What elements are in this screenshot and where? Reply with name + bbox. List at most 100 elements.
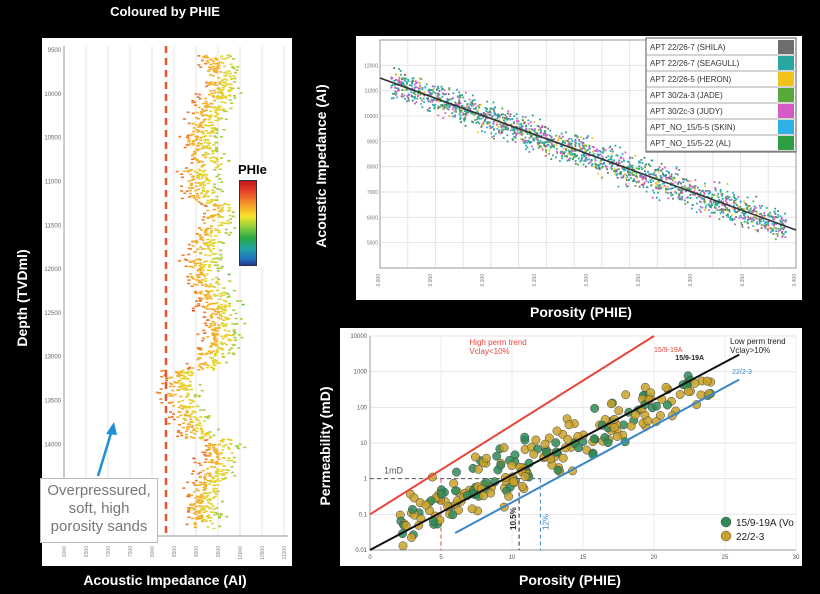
data-point (542, 132, 545, 135)
data-point (643, 181, 646, 184)
data-point (205, 191, 209, 193)
data-point (206, 132, 210, 135)
data-point (211, 334, 215, 336)
data-point (468, 110, 471, 113)
data-point (192, 416, 196, 418)
data-point (532, 139, 535, 142)
data-point (580, 141, 583, 143)
data-point (210, 216, 214, 219)
data-point (232, 309, 236, 312)
data-point (446, 98, 449, 100)
data-point (407, 80, 410, 83)
data-point (614, 406, 624, 416)
well-label: 22/2-3 (732, 369, 752, 376)
data-point (526, 133, 529, 135)
data-point (224, 110, 228, 113)
data-point (216, 87, 220, 90)
data-point (198, 268, 202, 270)
data-point (206, 308, 210, 310)
data-point (184, 396, 188, 398)
data-point (513, 128, 516, 130)
data-point (197, 117, 201, 120)
data-point (518, 123, 521, 126)
data-point (591, 163, 594, 166)
data-point (413, 88, 416, 91)
data-point (441, 88, 443, 91)
data-point (503, 128, 505, 131)
data-point (197, 200, 201, 203)
data-point (529, 132, 531, 135)
data-point (209, 225, 213, 227)
data-point (677, 183, 679, 185)
y-tick-label: 10 (360, 441, 367, 447)
data-point (220, 91, 223, 94)
data-point (182, 170, 186, 173)
data-point (442, 108, 444, 111)
data-point (510, 123, 513, 126)
data-point (621, 153, 624, 155)
data-point (758, 213, 761, 215)
data-point (525, 131, 528, 134)
data-point (758, 204, 761, 207)
data-point (482, 116, 484, 119)
data-point (237, 347, 241, 349)
data-point (221, 94, 225, 97)
data-point (616, 168, 618, 171)
data-point (429, 89, 432, 92)
data-point (421, 500, 431, 510)
data-point (658, 170, 660, 173)
data-point (218, 92, 222, 94)
data-point (515, 119, 518, 122)
data-point (214, 512, 218, 514)
data-point (213, 491, 217, 494)
data-point (474, 103, 477, 105)
data-point (200, 271, 204, 273)
data-point (478, 117, 481, 120)
data-point (563, 152, 566, 155)
data-point (626, 166, 629, 169)
data-point (230, 452, 234, 454)
data-point (652, 180, 655, 182)
data-point (201, 132, 205, 135)
data-point (534, 131, 537, 134)
data-point (655, 196, 658, 199)
data-point (200, 236, 204, 239)
data-point (226, 220, 230, 222)
data-point (662, 172, 664, 175)
data-point (598, 168, 601, 171)
legend-label: APT 22/26-5 (HERON) (650, 75, 732, 84)
data-point (235, 446, 239, 448)
data-point (208, 116, 212, 119)
data-point (203, 264, 207, 266)
data-point (213, 451, 217, 453)
data-point (471, 120, 473, 123)
data-point (204, 473, 208, 476)
data-point (557, 139, 559, 142)
data-point (610, 153, 613, 156)
data-point (646, 186, 648, 189)
data-point (486, 111, 489, 113)
data-point (596, 148, 598, 151)
data-point (578, 149, 581, 151)
data-point (225, 472, 229, 474)
data-point (204, 102, 208, 105)
data-point (744, 215, 747, 218)
data-point (536, 125, 539, 127)
data-point (734, 223, 736, 226)
data-point (769, 227, 772, 230)
data-point (700, 197, 703, 199)
data-point (532, 129, 534, 132)
data-point (221, 216, 225, 218)
data-point (712, 211, 715, 214)
data-point (197, 365, 201, 367)
data-point (171, 389, 174, 392)
data-point (213, 330, 217, 332)
data-point (650, 181, 652, 183)
data-point (182, 385, 186, 387)
y-tick-label: 11500 (45, 223, 62, 229)
data-point (678, 193, 680, 196)
data-point (695, 211, 698, 214)
data-point (728, 209, 731, 211)
data-point (574, 134, 577, 137)
data-point (186, 371, 190, 374)
